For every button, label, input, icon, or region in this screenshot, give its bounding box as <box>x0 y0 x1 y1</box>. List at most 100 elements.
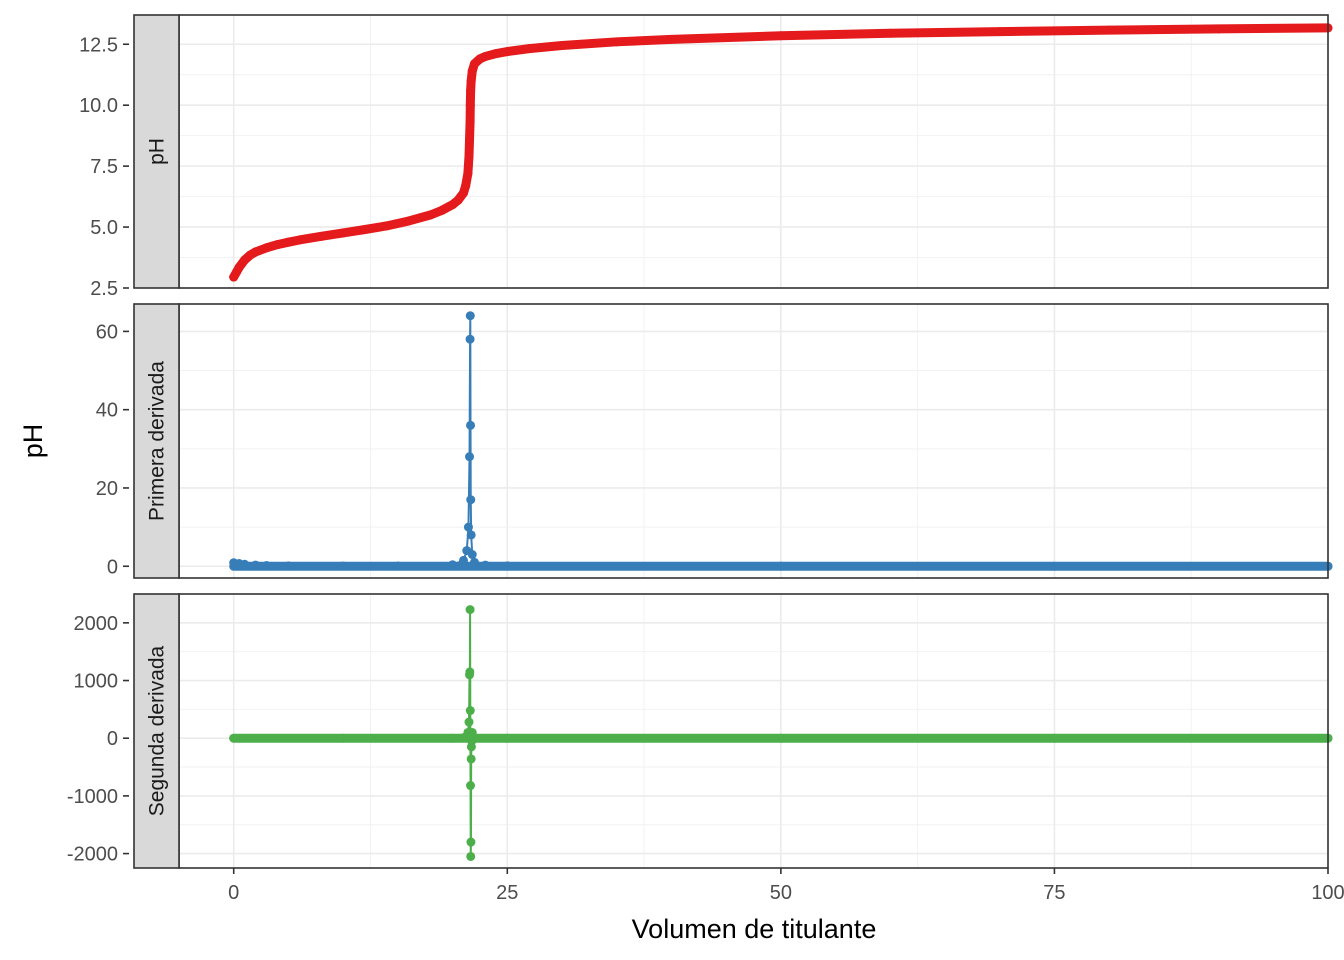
data-point <box>338 561 348 571</box>
panel-background <box>179 15 1328 288</box>
data-point <box>459 188 469 198</box>
y-axis-title: pH <box>18 424 48 459</box>
data-point <box>466 530 476 540</box>
data-point <box>466 754 476 764</box>
data-point <box>240 559 250 569</box>
data-point <box>465 117 475 127</box>
data-point <box>776 733 786 743</box>
panel-background <box>179 304 1328 578</box>
data-point <box>469 557 479 567</box>
data-point <box>229 733 239 743</box>
panel-1: Primera derivada 0 20 40 60 <box>96 303 1333 579</box>
data-point <box>776 561 786 571</box>
data-point <box>316 231 326 241</box>
data-point <box>466 781 476 791</box>
data-point <box>524 44 534 54</box>
data-point <box>459 555 469 565</box>
data-point <box>448 733 458 743</box>
data-point <box>251 560 261 570</box>
y-tick-label: 10.0 <box>79 95 118 117</box>
data-point <box>234 262 244 272</box>
data-point <box>465 452 475 462</box>
data-point <box>283 237 293 247</box>
facet-strip <box>133 14 180 289</box>
data-point <box>995 27 1005 37</box>
x-tick-label: 0 <box>228 882 239 904</box>
data-point <box>262 560 272 570</box>
panel-background <box>179 594 1328 868</box>
data-point <box>467 550 477 560</box>
data-point <box>465 334 475 344</box>
data-point <box>480 51 490 61</box>
x-tick-label: 50 <box>770 882 792 904</box>
data-point <box>466 76 476 86</box>
y-tick-label: 2000 <box>74 613 119 635</box>
data-point <box>393 561 403 571</box>
facet-strip <box>133 593 180 869</box>
data-point <box>885 28 895 38</box>
data-point <box>251 247 261 257</box>
panel-2: Segunda derivada -2000 -1000 0 1000 2000 <box>67 593 1333 869</box>
data-point <box>1049 733 1059 743</box>
data-point <box>480 560 490 570</box>
data-point <box>404 216 414 226</box>
data-point <box>557 40 567 50</box>
y-tick-label: -1000 <box>67 786 118 808</box>
data-point <box>448 560 458 570</box>
data-point <box>466 86 476 96</box>
y-tick-label: 0 <box>107 728 118 750</box>
data-point <box>272 240 282 250</box>
data-point <box>1104 25 1114 35</box>
panel-0: pH 2.5 5.0 7.5 10.0 12.5 <box>79 14 1333 300</box>
data-point <box>491 49 501 59</box>
data-point <box>426 210 436 220</box>
y-tick-label: 2.5 <box>90 278 118 300</box>
data-point <box>464 717 474 727</box>
y-tick-label: -2000 <box>67 844 118 866</box>
data-point <box>464 151 474 161</box>
data-point <box>338 733 348 743</box>
data-point <box>1214 24 1224 34</box>
data-point <box>465 134 475 144</box>
data-point <box>502 733 512 743</box>
y-tick-label: 0 <box>107 556 118 578</box>
facet-strip-label: Segunda derivada <box>146 645 169 816</box>
data-point <box>776 31 786 41</box>
data-point <box>283 561 293 571</box>
data-point <box>453 195 463 205</box>
data-point <box>360 225 370 234</box>
data-point <box>338 228 348 238</box>
data-point <box>469 733 479 743</box>
data-point <box>294 235 304 245</box>
data-point <box>612 37 622 47</box>
y-tick-label: 60 <box>96 321 118 343</box>
y-tick-label: 1000 <box>74 671 119 693</box>
data-point <box>502 47 512 57</box>
data-point <box>1049 561 1059 571</box>
data-point <box>437 205 447 215</box>
data-point <box>467 66 477 76</box>
data-point <box>262 243 272 253</box>
data-point <box>466 837 476 847</box>
data-point <box>465 605 475 615</box>
data-point <box>666 34 676 44</box>
data-point <box>382 221 392 231</box>
y-tick-label: 20 <box>96 478 118 500</box>
y-tick-label: 7.5 <box>90 156 118 178</box>
data-point <box>465 706 475 716</box>
facet-strip-label: Primera derivada <box>146 361 169 521</box>
facet-strip <box>133 303 180 579</box>
data-point <box>466 495 476 505</box>
y-tick-label: 5.0 <box>90 217 118 239</box>
x-tick-label: 25 <box>496 882 518 904</box>
data-point <box>461 181 471 191</box>
y-tick-label: 12.5 <box>79 34 118 56</box>
x-tick-label: 100 <box>1311 882 1344 904</box>
data-point <box>463 168 473 178</box>
data-point <box>465 311 475 321</box>
data-point <box>465 100 475 110</box>
x-tick-label: 75 <box>1043 882 1065 904</box>
data-point <box>502 561 512 571</box>
facet-strip-label: pH <box>146 138 169 165</box>
